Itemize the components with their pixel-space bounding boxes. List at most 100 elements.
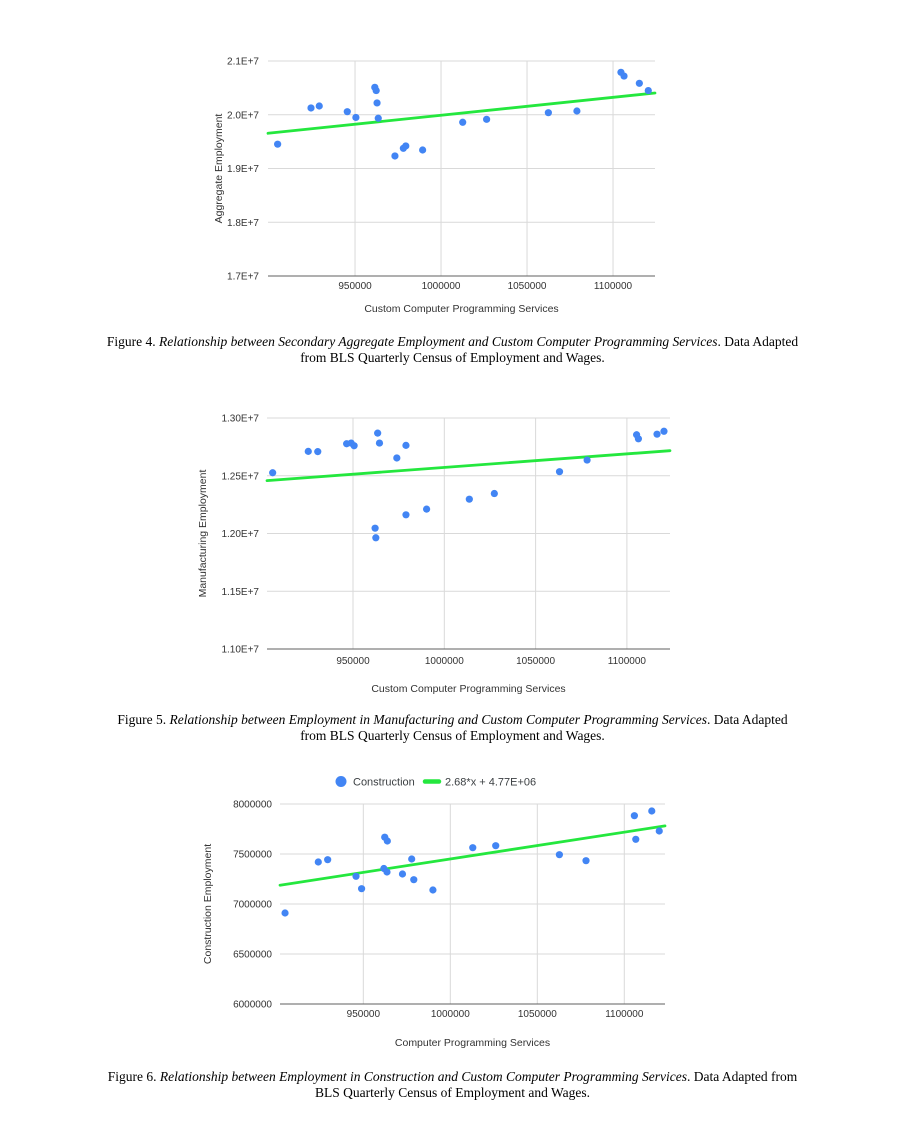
scatter-point <box>324 856 332 864</box>
scatter-point <box>459 118 467 126</box>
x-axis-title: Custom Computer Programming Services <box>364 303 558 315</box>
x-tick-label: 1000000 <box>425 656 464 667</box>
x-tick-label: 1100000 <box>594 281 633 292</box>
y-tick-label: 8000000 <box>233 800 272 811</box>
scatter-point <box>307 104 315 112</box>
scatter-point <box>371 524 379 532</box>
scatter-point <box>634 435 643 443</box>
scatter-point <box>383 837 391 845</box>
caption-source-start: . Data Adapted from <box>686 1069 798 1084</box>
trend-line <box>265 449 672 483</box>
scatter-point <box>555 468 564 476</box>
scatter-point <box>269 469 277 477</box>
figure-6-caption: Figure 6. Relationship between Employmen… <box>0 1069 905 1100</box>
y-tick-label: 1.20E+7 <box>221 529 259 540</box>
scatter-point <box>304 447 312 455</box>
x-axis-title: Computer Programming Services <box>395 1037 550 1049</box>
scatter-point <box>644 86 652 95</box>
x-tick-label: 1050000 <box>516 656 555 667</box>
scatter-point <box>469 844 477 852</box>
figure-5-caption: Figure 5. Relationship between Employmen… <box>0 712 905 743</box>
scatter-point <box>632 835 640 843</box>
y-tick-label: 1.25E+7 <box>221 471 259 482</box>
caption-figure-number: Figure 6. <box>107 1069 160 1084</box>
y-tick-label: 1.7E+7 <box>227 272 259 283</box>
y-tick-label: 2.0E+7 <box>227 110 259 121</box>
y-tick-label: 7500000 <box>233 850 272 861</box>
scatter-point <box>373 99 381 107</box>
scatter-point <box>372 534 380 542</box>
y-axis-title: Manufacturing Employment <box>197 470 209 598</box>
scatter-point <box>620 72 628 80</box>
scatter-point <box>315 102 323 110</box>
scatter-point <box>402 511 410 519</box>
x-tick-label: 950000 <box>338 281 372 292</box>
caption-line-1: Figure 4. Relationship between Secondary… <box>0 334 905 350</box>
scatter-point <box>544 109 552 117</box>
x-tick-label: 1100000 <box>605 1009 644 1020</box>
caption-source-start: . Data Adapted <box>717 334 799 349</box>
y-tick-label: 1.9E+7 <box>227 164 259 175</box>
scatter-point <box>402 441 410 449</box>
y-axis-title: Aggregate Employment <box>213 114 225 224</box>
caption-italic-title: Relationship between Secondary Aggregate… <box>158 334 718 349</box>
caption-line-1: Figure 6. Relationship between Employmen… <box>0 1069 905 1085</box>
scatter-point <box>281 909 289 917</box>
x-tick-label: 1050000 <box>518 1009 557 1020</box>
caption-line-1: Figure 5. Relationship between Employmen… <box>0 712 905 728</box>
scatter-point <box>343 108 351 116</box>
x-tick-label: 1000000 <box>422 281 461 292</box>
caption-source-start: . Data Adapted <box>707 712 788 727</box>
legend-label: 2.68*x + 4.77E+06 <box>445 777 536 789</box>
scatter-point <box>314 448 322 456</box>
x-axis-title: Custom Computer Programming Services <box>371 683 565 695</box>
scatter-point <box>490 489 498 498</box>
figure-4-caption: Figure 4. Relationship between Secondary… <box>0 334 905 365</box>
legend-label: Construction <box>353 777 415 789</box>
scatter-chart-figure-6: 950000 1000000 1050000 1100000 6000000 650000… <box>202 776 667 1049</box>
trend-line <box>266 91 657 135</box>
scatter-point <box>274 140 282 148</box>
y-tick-label: 6500000 <box>233 950 272 961</box>
legend-point-swatch <box>335 776 347 787</box>
scatter-point <box>630 812 638 820</box>
x-tick-label: 950000 <box>347 1009 381 1020</box>
y-tick-label: 6000000 <box>233 1000 272 1011</box>
x-tick-label: 1100000 <box>608 656 647 667</box>
scatter-point <box>422 505 431 513</box>
scatter-point <box>465 495 473 503</box>
scatter-point <box>655 827 663 835</box>
y-tick-label: 1.30E+7 <box>221 414 259 425</box>
scatter-point <box>398 870 407 878</box>
scatter-point <box>648 807 656 815</box>
scatter-point <box>391 152 399 160</box>
scatter-chart-figure-4: 950000 1000000 1050000 1100000 1.7E+7 1.8E+7 1… <box>213 57 657 315</box>
caption-figure-number: Figure 4. <box>106 334 159 349</box>
scatter-point <box>352 113 360 122</box>
y-tick-label: 1.15E+7 <box>221 587 259 598</box>
scatter-chart-figure-5: 950000 1000000 1050000 1100000 1.10E+7 1.15E+… <box>197 414 672 695</box>
y-tick-label: 1.8E+7 <box>227 218 259 229</box>
scatter-point <box>314 858 322 866</box>
scatter-point <box>374 114 382 122</box>
scatter-point <box>492 842 500 850</box>
trend-line <box>278 824 667 887</box>
y-tick-label: 1.10E+7 <box>221 645 259 656</box>
scatter-point <box>582 857 590 865</box>
scatter-point <box>408 855 416 863</box>
scatter-point <box>583 456 591 464</box>
y-tick-label: 7000000 <box>233 900 272 911</box>
scatter-point <box>660 427 668 435</box>
scatter-point <box>410 876 418 884</box>
y-axis-title: Construction Employment <box>202 844 214 964</box>
scatter-point <box>383 868 391 876</box>
caption-line-2: from BLS Quarterly Census of Employment … <box>300 349 605 365</box>
scatter-point <box>635 79 643 87</box>
scatter-point <box>357 885 366 893</box>
x-tick-label: 1000000 <box>431 1009 470 1020</box>
scatter-point <box>402 142 410 150</box>
caption-italic-title: Relationship between Employment in Const… <box>159 1069 687 1084</box>
scatter-point <box>374 429 382 437</box>
scatter-point <box>555 851 563 859</box>
